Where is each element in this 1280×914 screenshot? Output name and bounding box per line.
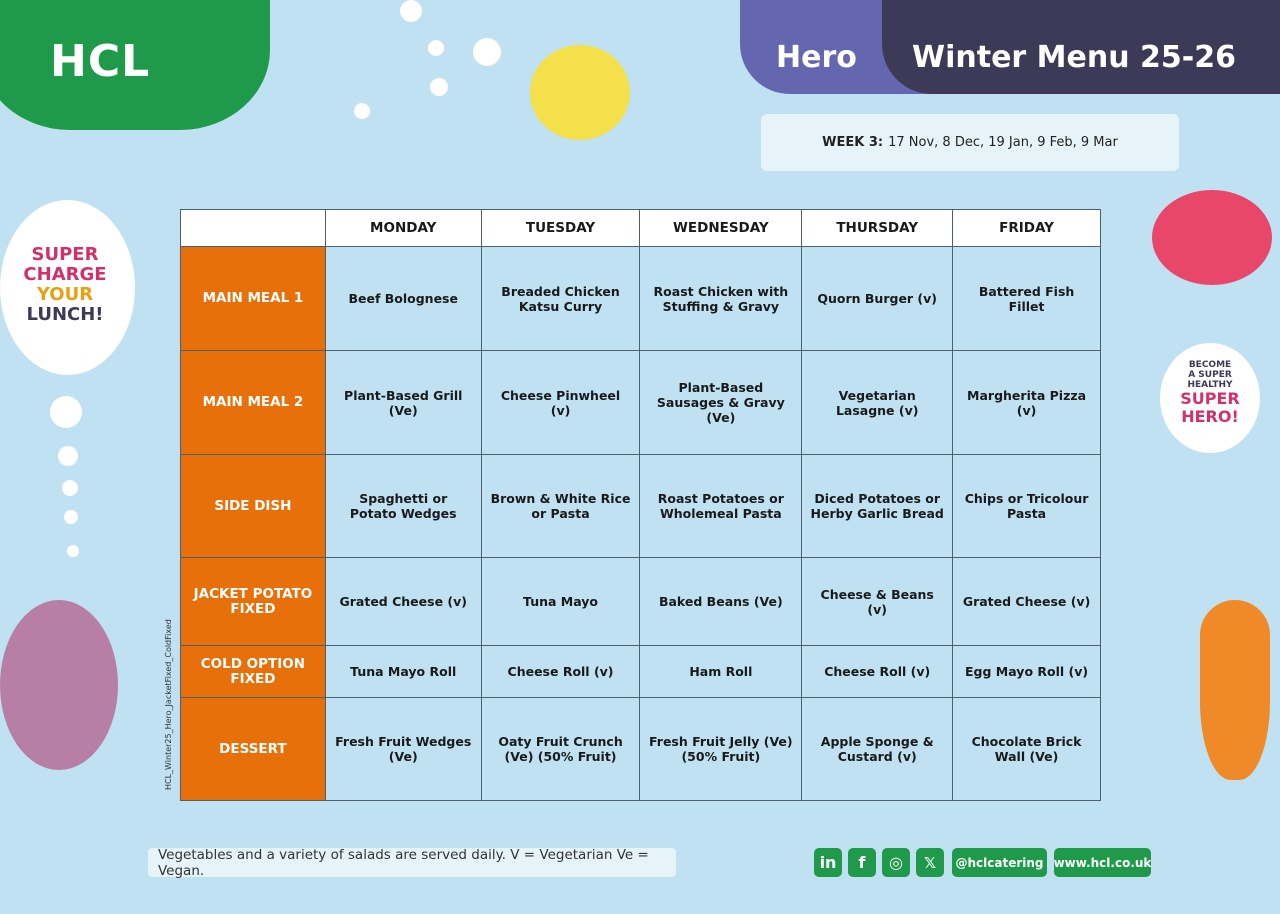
menu-item-cell: Baked Beans (Ve) xyxy=(639,557,803,646)
decor-bubble xyxy=(67,545,79,557)
meal-category-label: COLD OPTION FIXED xyxy=(180,645,326,698)
page-title: Winter Menu 25-26 xyxy=(912,40,1236,75)
document-code: HCL_Winter25_Hero_JacketFixed_ColdFixed xyxy=(164,619,173,790)
slogan-line: LUNCH! xyxy=(26,304,104,325)
meal-category-label: MAIN MEAL 1 xyxy=(180,246,326,351)
decor-bubble xyxy=(473,38,501,66)
slogan-line: BECOME xyxy=(1188,360,1232,370)
menu-item-cell: Cheese Roll (v) xyxy=(801,645,954,698)
slogan-line: SUPER xyxy=(31,244,99,265)
social-handle-link[interactable]: @hclcatering xyxy=(952,848,1047,877)
facebook-icon[interactable]: f xyxy=(848,848,876,877)
theme-name: Hero xyxy=(776,40,857,75)
menu-item-cell: Plant-Based Grill (Ve) xyxy=(324,350,482,455)
corner-cell xyxy=(180,209,326,247)
menu-item-cell: Oaty Fruit Crunch (Ve) (50% Fruit) xyxy=(480,697,641,801)
website-link[interactable]: www.hcl.co.uk xyxy=(1054,848,1151,877)
menu-item-cell: Beef Bolognese xyxy=(324,246,482,351)
menu-item-cell: Cheese Roll (v) xyxy=(480,645,641,698)
day-header: WEDNESDAY xyxy=(639,209,803,247)
table-row: JACKET POTATO FIXED Grated Cheese (v) Tuna… xyxy=(180,557,1101,646)
speech-cloud-right xyxy=(1160,343,1260,453)
menu-item-cell: Egg Mayo Roll (v) xyxy=(952,645,1101,698)
slogan-line: SUPER xyxy=(1180,389,1240,408)
meal-category-label: DESSERT xyxy=(180,697,326,801)
decor-bubble xyxy=(64,510,78,524)
meal-category-label: SIDE DISH xyxy=(180,454,326,558)
decor-bubble xyxy=(430,78,448,96)
slogan-line: CHARGE xyxy=(23,264,107,285)
onion-hero-character xyxy=(0,600,118,770)
lemon-hero-character xyxy=(530,45,630,140)
table-row: COLD OPTION FIXED Tuna Mayo Roll Cheese Ro… xyxy=(180,645,1101,698)
week-dates-box: WEEK 3: 17 Nov, 8 Dec, 19 Jan, 9 Feb, 9 … xyxy=(761,114,1179,171)
day-header: MONDAY xyxy=(324,209,482,247)
table-row: SIDE DISH Spaghetti or Potato Wedges Brown… xyxy=(180,454,1101,558)
table-row: DESSERT Fresh Fruit Wedges (Ve) Oaty Fruit… xyxy=(180,697,1101,801)
carrot-hero-character xyxy=(1200,600,1270,780)
linkedin-icon[interactable]: in xyxy=(814,848,842,877)
day-header: FRIDAY xyxy=(952,209,1101,247)
menu-item-cell: Roast Chicken with Stuffing & Gravy xyxy=(639,246,803,351)
menu-item-cell: Cheese & Beans (v) xyxy=(801,557,954,646)
menu-item-cell: Fresh Fruit Jelly (Ve) (50% Fruit) xyxy=(639,697,803,801)
menu-item-cell: Diced Potatoes or Herby Garlic Bread xyxy=(801,454,954,558)
decor-bubble xyxy=(428,40,444,56)
menu-item-cell: Vegetarian Lasagne (v) xyxy=(801,350,954,455)
decor-bubble xyxy=(62,480,78,496)
week-dates: 17 Nov, 8 Dec, 19 Jan, 9 Feb, 9 Mar xyxy=(888,135,1118,150)
menu-item-cell: Apple Sponge & Custard (v) xyxy=(801,697,954,801)
menu-item-cell: Cheese Pinwheel (v) xyxy=(480,350,641,455)
day-header: TUESDAY xyxy=(480,209,641,247)
tomato-hero-character xyxy=(1152,190,1272,285)
table-row: MAIN MEAL 1 Beef Bolognese Breaded Chicken… xyxy=(180,246,1101,351)
menu-item-cell: Quorn Burger (v) xyxy=(801,246,954,351)
speech-cloud-left xyxy=(0,200,135,375)
decor-bubble xyxy=(50,396,82,428)
menu-item-cell: Ham Roll xyxy=(639,645,803,698)
instagram-icon[interactable]: ◎ xyxy=(882,848,910,877)
menu-item-cell: Grated Cheese (v) xyxy=(324,557,482,646)
menu-item-cell: Plant-Based Sausages & Gravy (Ve) xyxy=(639,350,803,455)
decor-bubble xyxy=(58,446,78,466)
supercharge-slogan: SUPER CHARGE YOUR LUNCH! xyxy=(20,245,110,325)
menu-item-cell: Tuna Mayo xyxy=(480,557,641,646)
menu-item-cell: Breaded Chicken Katsu Curry xyxy=(480,246,641,351)
menu-item-cell: Chocolate Brick Wall (Ve) xyxy=(952,697,1101,801)
slogan-line: HEALTHY xyxy=(1187,380,1233,390)
slogan-line: YOUR xyxy=(36,284,94,305)
decor-bubble xyxy=(400,0,422,22)
superhero-slogan: BECOME A SUPER HEALTHY SUPER HERO! xyxy=(1165,360,1255,426)
menu-item-cell: Margherita Pizza (v) xyxy=(952,350,1101,455)
meal-category-label: JACKET POTATO FIXED xyxy=(180,557,326,646)
menu-item-cell: Brown & White Rice or Pasta xyxy=(480,454,641,558)
menu-item-cell: Spaghetti or Potato Wedges xyxy=(324,454,482,558)
week-label: WEEK 3: xyxy=(822,135,884,150)
meal-category-label: MAIN MEAL 2 xyxy=(180,350,326,455)
menu-item-cell: Tuna Mayo Roll xyxy=(324,645,482,698)
title-banner xyxy=(882,0,1280,94)
slogan-line: HERO! xyxy=(1181,407,1239,426)
menu-item-cell: Chips or Tricolour Pasta xyxy=(952,454,1101,558)
dietary-note: Vegetables and a variety of salads are s… xyxy=(148,847,676,879)
decor-bubble xyxy=(354,103,370,119)
table-header-row: MONDAY TUESDAY WEDNESDAY THURSDAY FRIDAY xyxy=(180,209,1101,247)
logo-badge xyxy=(0,0,270,130)
x-icon[interactable]: 𝕏 xyxy=(916,848,944,877)
menu-item-cell: Grated Cheese (v) xyxy=(952,557,1101,646)
menu-item-cell: Battered Fish Fillet xyxy=(952,246,1101,351)
menu-table: MONDAY TUESDAY WEDNESDAY THURSDAY FRIDAY… xyxy=(180,209,1101,801)
table-row: MAIN MEAL 2 Plant-Based Grill (Ve) Cheese … xyxy=(180,350,1101,455)
menu-item-cell: Fresh Fruit Wedges (Ve) xyxy=(324,697,482,801)
logo: HCL xyxy=(50,36,151,87)
day-header: THURSDAY xyxy=(801,209,954,247)
menu-item-cell: Roast Potatoes or Wholemeal Pasta xyxy=(639,454,803,558)
slogan-line: A SUPER xyxy=(1188,370,1232,380)
